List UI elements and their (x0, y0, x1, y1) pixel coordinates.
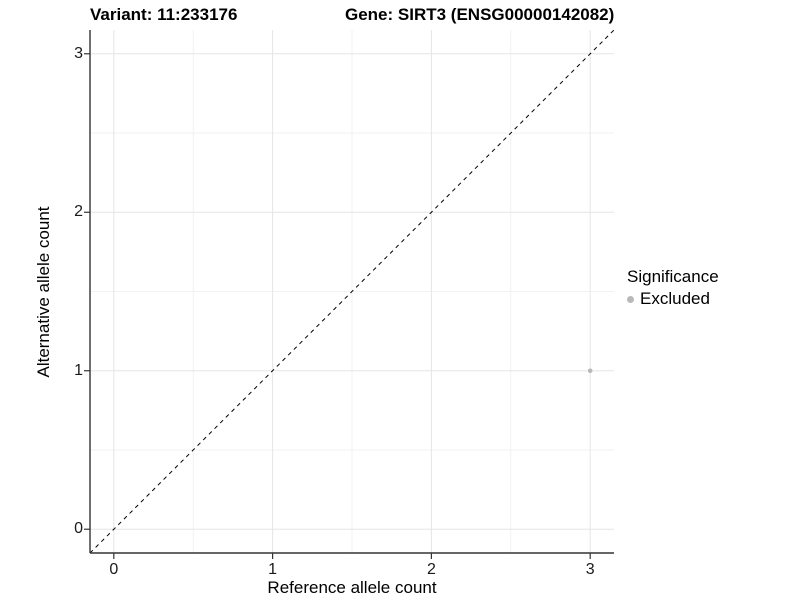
plot-title-variant: Variant: 11:233176 (90, 5, 238, 24)
y-tick-label: 2 (74, 203, 83, 221)
legend-entry-label: Excluded (640, 289, 710, 308)
y-tick-label: 1 (74, 361, 83, 379)
legend-entry: Excluded (627, 289, 719, 309)
x-tick-label: 2 (426, 561, 436, 578)
plot-title-gene: Gene: SIRT3 (ENSG00000142082) (345, 5, 615, 24)
x-axis-title: Reference allele count (267, 578, 437, 597)
legend-key-dot-icon (627, 295, 634, 303)
legend-title: Significance (627, 267, 719, 286)
y-axis-title: Alternative allele count (34, 206, 53, 378)
identity-dashed-line (89, 29, 615, 554)
legend: Significance Excluded (627, 267, 719, 309)
y-tick-label: 0 (74, 520, 83, 538)
x-tick-label: 3 (585, 561, 595, 578)
legend-entries: Excluded (627, 289, 719, 309)
x-tick-label: 1 (268, 561, 278, 578)
y-tick-label: 3 (74, 44, 83, 62)
data-point (587, 368, 593, 374)
x-tick-label: 0 (109, 561, 119, 578)
